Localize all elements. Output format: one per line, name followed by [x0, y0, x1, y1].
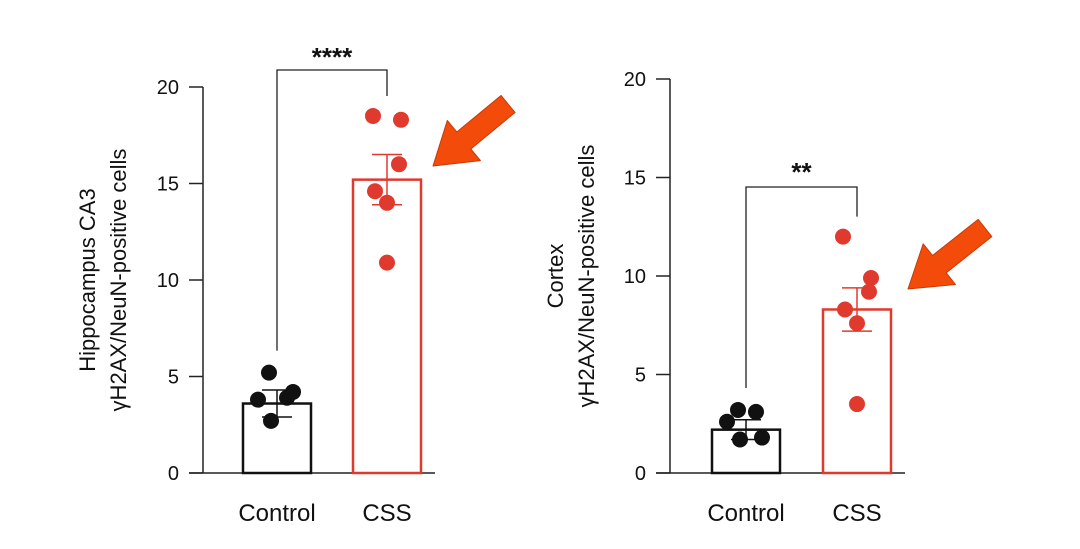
- x-category-label: Control: [238, 500, 315, 527]
- x-category-label: Control: [707, 500, 784, 527]
- data-point: [835, 228, 851, 245]
- chart-panel-2: 0 5 10 15 20 Cortex γH2AX/NeuN-positive cells C…: [543, 69, 993, 527]
- y-tick-label: 15: [624, 168, 646, 190]
- annotation-arrow: [907, 218, 993, 290]
- data-point: [732, 431, 748, 448]
- data-point: [719, 413, 735, 430]
- data-point: [849, 396, 865, 413]
- data-point: [861, 283, 877, 300]
- data-point: [754, 429, 770, 446]
- annotation-arrow: [432, 95, 516, 167]
- significance-label: **: [791, 157, 812, 187]
- data-point: [379, 194, 395, 211]
- significance-label: ****: [312, 42, 353, 72]
- data-point: [367, 183, 383, 200]
- data-point: [261, 364, 277, 381]
- y-axis-label: γH2AX/NeuN-positive cells: [574, 145, 599, 408]
- data-point: [393, 111, 409, 128]
- data-point: [837, 301, 853, 318]
- y-tick-label: 20: [157, 77, 179, 99]
- data-point: [748, 403, 764, 420]
- significance-bracket: [745, 186, 858, 388]
- data-point: [730, 401, 746, 418]
- y-axis-label: Cortex: [543, 244, 568, 309]
- y-tick-label: 10: [157, 270, 179, 292]
- significance-bracket: [276, 69, 388, 351]
- y-tick-label: 20: [624, 69, 646, 91]
- bar-css: [351, 178, 423, 475]
- y-axis-label: γH2AX/NeuN-positive cells: [106, 149, 131, 412]
- data-point: [250, 391, 266, 408]
- data-point: [285, 383, 301, 400]
- y-axis-label: Hippocampus CA3: [75, 188, 100, 371]
- data-point: [849, 315, 865, 332]
- data-point: [863, 269, 879, 286]
- y-tick-label: 0: [168, 463, 179, 485]
- data-point: [379, 254, 395, 271]
- y-tick-label: 0: [635, 463, 646, 485]
- data-point: [365, 107, 381, 124]
- y-tick-label: 10: [624, 266, 646, 288]
- bar-css: [821, 308, 893, 475]
- x-category-label: CSS: [832, 500, 881, 527]
- y-tick-label: 5: [168, 367, 179, 389]
- x-category-label: CSS: [362, 500, 411, 527]
- data-point: [391, 156, 407, 173]
- y-tick-label: 15: [157, 174, 179, 196]
- chart-panel-1: 0 5 10 15 20 Hippocampus CA3 γH2AX/NeuN-positi…: [75, 42, 516, 527]
- y-tick-label: 5: [635, 365, 646, 387]
- data-point: [263, 412, 279, 429]
